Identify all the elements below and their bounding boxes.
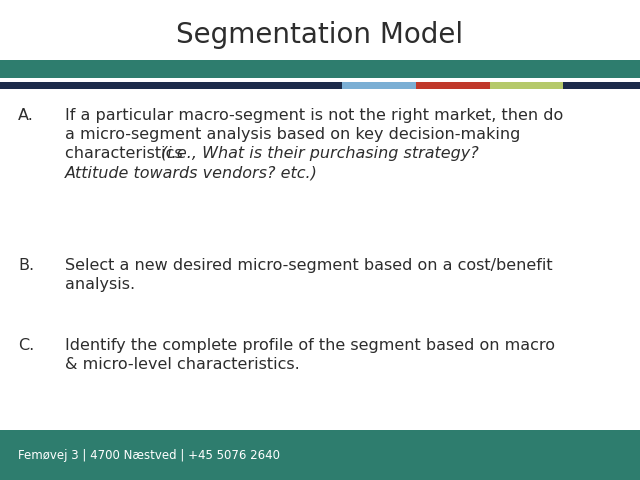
Bar xyxy=(563,82,640,89)
Text: Select a new desired micro-segment based on a cost/benefit: Select a new desired micro-segment based… xyxy=(65,258,552,273)
Bar xyxy=(490,82,563,89)
Bar xyxy=(0,82,342,89)
Text: a micro-segment analysis based on key decision-making: a micro-segment analysis based on key de… xyxy=(65,127,520,142)
Text: & micro-level characteristics.: & micro-level characteristics. xyxy=(65,357,300,372)
Text: analysis.: analysis. xyxy=(65,277,135,292)
Text: B.: B. xyxy=(18,258,34,273)
Text: If a particular macro-segment is not the right market, then do: If a particular macro-segment is not the… xyxy=(65,108,563,123)
Text: C.: C. xyxy=(18,338,35,353)
Text: characteristics: characteristics xyxy=(65,146,188,161)
Text: Segmentation Model: Segmentation Model xyxy=(177,21,463,49)
Text: Femøvej 3 | 4700 Næstved | +45 5076 2640: Femøvej 3 | 4700 Næstved | +45 5076 2640 xyxy=(18,448,280,461)
Text: A.: A. xyxy=(18,108,34,123)
Bar xyxy=(342,82,416,89)
Bar xyxy=(0,60,640,78)
Text: Identify the complete profile of the segment based on macro: Identify the complete profile of the seg… xyxy=(65,338,555,353)
Text: Attitude towards vendors? etc.): Attitude towards vendors? etc.) xyxy=(65,165,318,180)
Text: (i.e., What is their purchasing strategy?: (i.e., What is their purchasing strategy… xyxy=(161,146,479,161)
Bar xyxy=(0,430,640,480)
Bar xyxy=(416,82,490,89)
